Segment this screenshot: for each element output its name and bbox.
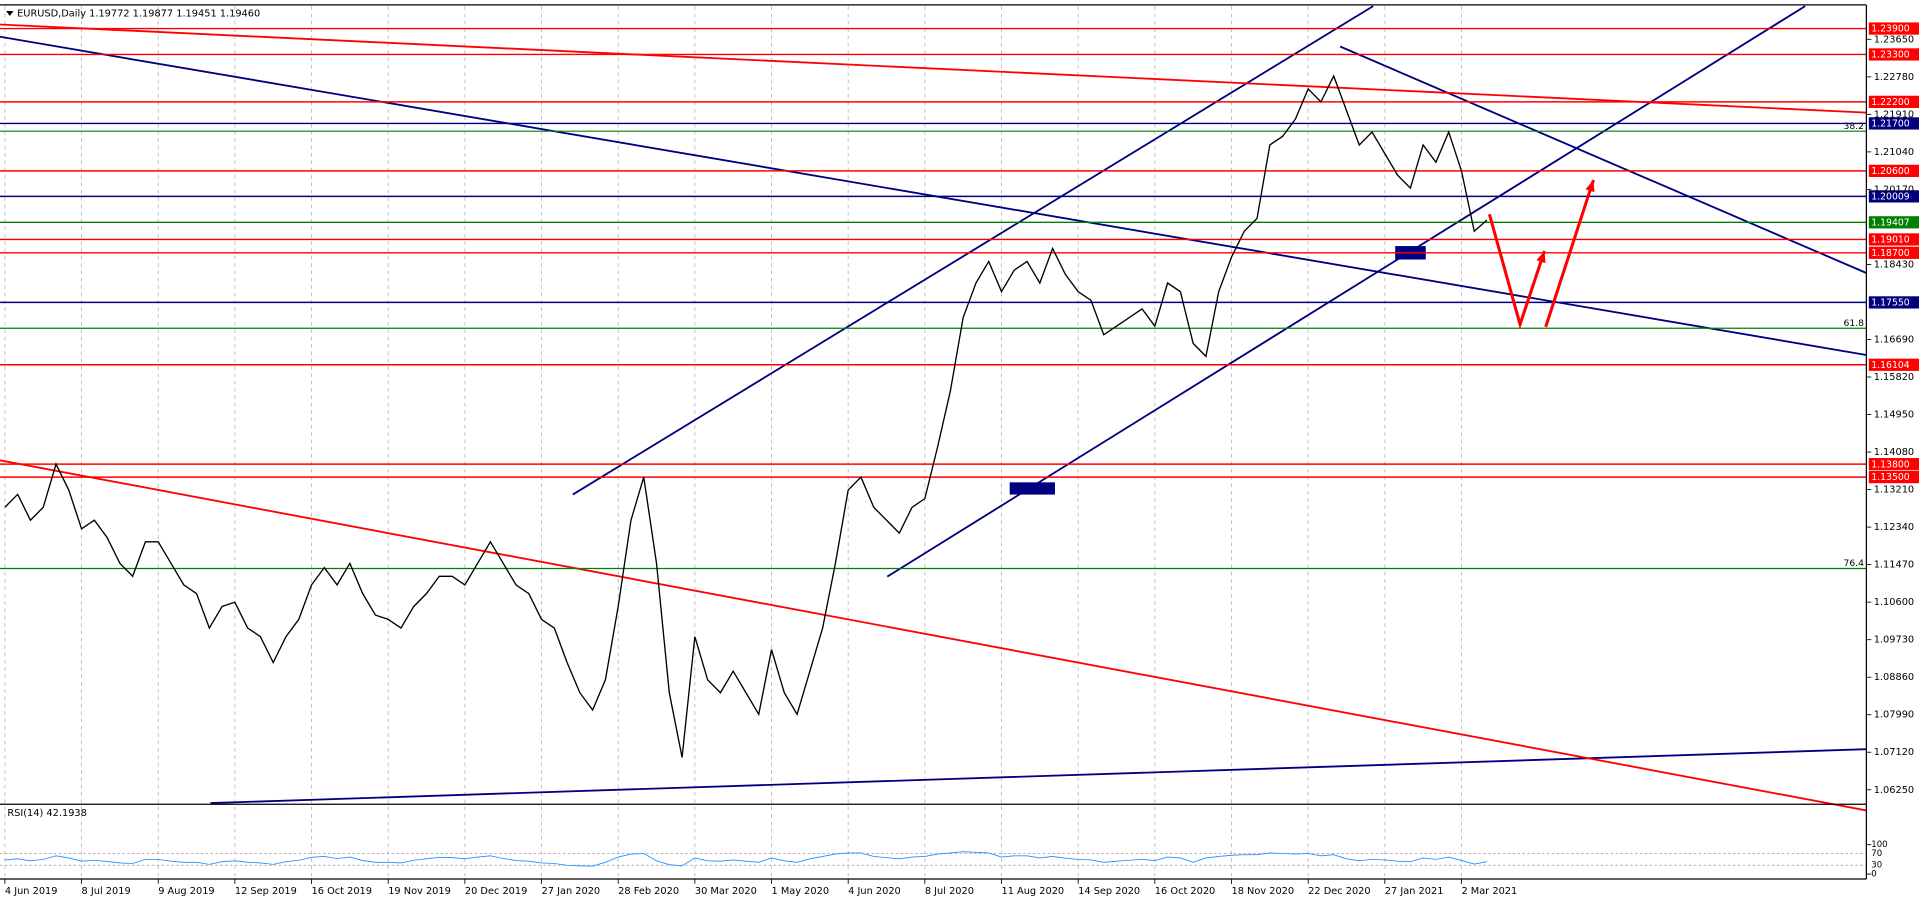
- x-tick-label: 20 Dec 2019: [465, 886, 527, 897]
- zone-box: [1009, 482, 1055, 495]
- level-box: [1868, 48, 1919, 61]
- y-tick-label: 1.23650: [1874, 34, 1914, 45]
- y-tick-label: 1.13210: [1874, 485, 1914, 496]
- x-tick-label: 30 Mar 2020: [695, 886, 757, 897]
- level-label: 1.23900: [1871, 24, 1910, 35]
- x-tick-label: 9 Aug 2019: [158, 886, 214, 897]
- y-tick-label: 1.16690: [1874, 335, 1914, 346]
- x-tick-label: 8 Jul 2020: [925, 886, 974, 897]
- x-tick-label: 16 Oct 2019: [312, 886, 372, 897]
- level-label: 1.19010: [1871, 235, 1910, 246]
- y-tick-label: 1.12340: [1874, 522, 1914, 533]
- level-box: [1868, 358, 1919, 371]
- level-box: [1868, 190, 1919, 203]
- level-label: 1.16104: [1871, 360, 1910, 371]
- symbol-icon: [6, 11, 14, 16]
- level-box: [1868, 95, 1919, 108]
- x-tick-label: 22 Dec 2020: [1308, 886, 1370, 897]
- level-box: [1868, 117, 1919, 130]
- trend-line: [1339, 45, 1867, 274]
- level-label: 1.23300: [1871, 50, 1910, 61]
- y-tick-label: 1.06250: [1874, 785, 1914, 796]
- level-label: 1.20009: [1871, 191, 1910, 202]
- x-tick-label: 19 Nov 2019: [388, 886, 451, 897]
- y-tick-label: 1.18430: [1874, 259, 1914, 270]
- arrow-head: [1585, 179, 1595, 193]
- trend-line: [0, 459, 1867, 812]
- level-box: [1868, 164, 1919, 177]
- rsi-tick-label: 30: [1871, 861, 1882, 871]
- trend-line: [0, 23, 1867, 114]
- y-tick-label: 1.14950: [1874, 410, 1914, 421]
- x-tick-label: 1 May 2020: [772, 886, 830, 897]
- y-tick-label: 1.15820: [1874, 372, 1914, 383]
- level-label: 1.18700: [1871, 248, 1910, 259]
- level-label: 1.17550: [1871, 298, 1910, 309]
- x-tick-label: 8 Jul 2019: [82, 886, 131, 897]
- x-tick-label: 28 Feb 2020: [618, 886, 679, 897]
- x-tick-label: 4 Jun 2019: [5, 886, 58, 897]
- level-label: 1.20600: [1871, 166, 1910, 177]
- level-box: [1868, 246, 1919, 259]
- x-tick-label: 12 Sep 2019: [235, 886, 297, 897]
- level-box: [1868, 216, 1919, 229]
- y-tick-label: 1.21910: [1874, 109, 1914, 120]
- level-box: [1868, 22, 1919, 35]
- y-tick-label: 1.22780: [1874, 72, 1914, 83]
- x-tick-label: 16 Oct 2020: [1155, 886, 1215, 897]
- level-box: [1868, 470, 1919, 484]
- level-label: 1.13500: [1871, 472, 1910, 483]
- rsi-tick-label: 70: [1871, 849, 1882, 859]
- y-tick-label: 1.09730: [1874, 635, 1914, 646]
- fib-label: 61.8: [1844, 318, 1865, 329]
- y-tick-label: 1.11470: [1874, 560, 1914, 571]
- level-label: 1.21700: [1871, 119, 1910, 130]
- fib-label: 76.4: [1844, 558, 1865, 569]
- y-tick-label: 1.14080: [1874, 447, 1914, 458]
- x-tick-label: 27 Jan 2020: [542, 886, 601, 897]
- arrow: [1487, 213, 1546, 330]
- trend-line: [572, 5, 1374, 496]
- level-box: [1868, 233, 1919, 246]
- y-tick-label: 1.21040: [1874, 147, 1914, 158]
- y-tick-label: 1.07120: [1874, 747, 1914, 758]
- arrow: [1544, 179, 1595, 328]
- fib-label: 38.2: [1844, 121, 1864, 132]
- y-tick-label: 1.10600: [1874, 597, 1914, 608]
- x-tick-label: 4 Jun 2020: [848, 886, 901, 897]
- rsi-tick-label: 100: [1871, 840, 1887, 850]
- plot-layer: 4 Jun 2019 8 Jul 2019 9 Aug 2019 12 Sep 201…: [0, 5, 1919, 897]
- rsi-line: [4, 851, 1488, 867]
- level-box: [1868, 458, 1919, 471]
- rsi-tick-label: 0: [1871, 870, 1876, 880]
- level-label: 1.13800: [1871, 459, 1910, 470]
- y-tick-label: 1.08860: [1874, 672, 1914, 683]
- price-line: [4, 74, 1488, 758]
- chart-title: EURUSD,Daily 1.19772 1.19877 1.19451 1.1…: [17, 8, 260, 19]
- y-tick-label: 1.20170: [1874, 184, 1914, 195]
- x-tick-label: 11 Aug 2020: [1002, 886, 1065, 897]
- arrow-head: [1536, 250, 1546, 264]
- x-tick-label: 2 Mar 2021: [1461, 886, 1517, 897]
- rsi-title: RSI(14) 42.1938: [7, 808, 87, 819]
- x-tick-label: 18 Nov 2020: [1231, 886, 1294, 897]
- level-box: [1868, 296, 1919, 309]
- x-tick-label: 27 Jan 2021: [1385, 886, 1444, 897]
- y-tick-label: 1.07990: [1874, 710, 1914, 721]
- level-label: 1.19407: [1871, 217, 1910, 228]
- x-tick-label: 14 Sep 2020: [1078, 886, 1140, 897]
- level-label: 1.22200: [1871, 97, 1910, 108]
